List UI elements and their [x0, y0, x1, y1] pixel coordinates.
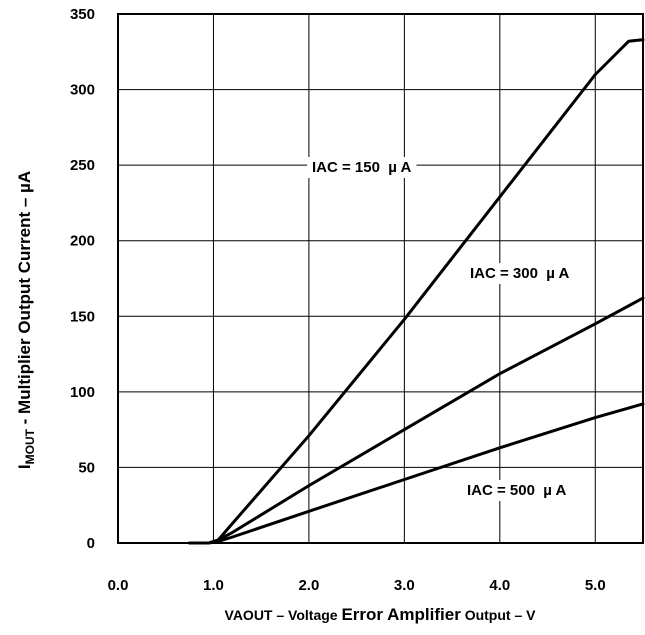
x-tick-labels: 0.0 1.0 2.0 3.0 4.0 5.0: [108, 577, 606, 594]
series-line-2: [188, 296, 645, 545]
x-tick-label: 4.0: [489, 577, 510, 594]
x-tick-label: 2.0: [298, 577, 319, 594]
series-label-2: IAC = 300 µ A: [470, 265, 570, 282]
y-tick-label: 350: [70, 6, 95, 23]
series-label-background: [465, 263, 575, 284]
y-tick-label: 200: [70, 233, 95, 250]
series-line-3: [188, 402, 645, 545]
x-axis-label-part1: VAOUT – Voltage: [225, 607, 342, 623]
series-label-background: [307, 157, 417, 178]
y-tick-label: 300: [70, 82, 95, 99]
y-axis-label-subscript: MOUT: [23, 428, 37, 464]
x-tick-label: 3.0: [394, 577, 415, 594]
series-label-1: IAC = 150 µ A: [312, 159, 412, 176]
x-tick-label: 5.0: [585, 577, 606, 594]
y-tick-label: 100: [70, 384, 95, 401]
x-axis-label-part3: Output – V: [461, 607, 536, 623]
series-group: [188, 38, 645, 545]
x-axis-label: VAOUT – Voltage Error Amplifier Output –…: [225, 605, 537, 624]
y-tick-label: 150: [70, 308, 95, 325]
x-tick-label: 0.0: [108, 577, 129, 594]
y-axis-label: IMOUT - Multiplier Output Current – µA: [15, 171, 37, 469]
series-label-3: IAC = 500 µ A: [467, 482, 567, 499]
y-tick-label: 0: [87, 535, 95, 552]
y-axis-label-symbol: I: [15, 464, 34, 469]
y-axis-label-rest: - Multiplier Output Current – µA: [15, 171, 34, 429]
series-annotations: IAC = 150 µ A IAC = 300 µ A IAC = 500 µ A: [307, 157, 575, 501]
grid: [118, 14, 643, 543]
x-axis-label-part2: Error Amplifier: [341, 605, 461, 624]
y-tick-label: 50: [78, 459, 95, 476]
y-tick-labels: 0 50 100 150 200 250 300 350: [70, 6, 95, 552]
plot-frame: [117, 13, 644, 544]
series-label-background: [462, 480, 572, 501]
x-tick-label: 1.0: [203, 577, 224, 594]
y-tick-label: 250: [70, 157, 95, 174]
